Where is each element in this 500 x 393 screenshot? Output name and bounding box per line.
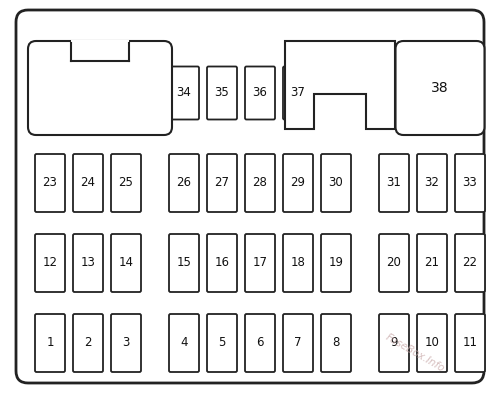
FancyBboxPatch shape: [245, 314, 275, 372]
Text: 22: 22: [462, 257, 477, 270]
FancyBboxPatch shape: [455, 154, 485, 212]
FancyBboxPatch shape: [169, 314, 199, 372]
FancyBboxPatch shape: [283, 154, 313, 212]
FancyBboxPatch shape: [396, 41, 484, 135]
Text: 36: 36: [252, 86, 268, 99]
Text: 21: 21: [424, 257, 440, 270]
Text: 3: 3: [122, 336, 130, 349]
Text: FuseBox.Info: FuseBox.Info: [384, 332, 446, 374]
Text: 31: 31: [386, 176, 402, 189]
Text: 34: 34: [176, 86, 192, 99]
Text: 4: 4: [180, 336, 188, 349]
FancyBboxPatch shape: [28, 41, 172, 135]
FancyBboxPatch shape: [207, 314, 237, 372]
FancyBboxPatch shape: [73, 314, 103, 372]
Text: 5: 5: [218, 336, 226, 349]
Text: 1: 1: [46, 336, 54, 349]
FancyBboxPatch shape: [455, 314, 485, 372]
FancyBboxPatch shape: [207, 234, 237, 292]
FancyBboxPatch shape: [417, 154, 447, 212]
Text: 27: 27: [214, 176, 230, 189]
FancyBboxPatch shape: [321, 234, 351, 292]
FancyBboxPatch shape: [35, 234, 65, 292]
FancyBboxPatch shape: [207, 154, 237, 212]
FancyBboxPatch shape: [111, 154, 141, 212]
FancyBboxPatch shape: [417, 314, 447, 372]
Text: 11: 11: [462, 336, 477, 349]
Text: 38: 38: [431, 81, 449, 95]
FancyBboxPatch shape: [321, 154, 351, 212]
Text: 2: 2: [84, 336, 92, 349]
FancyBboxPatch shape: [169, 234, 199, 292]
FancyBboxPatch shape: [207, 66, 237, 119]
Text: 13: 13: [80, 257, 96, 270]
Text: 17: 17: [252, 257, 268, 270]
Text: 7: 7: [294, 336, 302, 349]
FancyBboxPatch shape: [73, 234, 103, 292]
Text: 14: 14: [118, 257, 134, 270]
FancyBboxPatch shape: [283, 314, 313, 372]
Text: 23: 23: [42, 176, 58, 189]
FancyBboxPatch shape: [379, 154, 409, 212]
Text: 25: 25: [118, 176, 134, 189]
FancyBboxPatch shape: [169, 66, 199, 119]
Polygon shape: [285, 41, 395, 129]
FancyBboxPatch shape: [379, 314, 409, 372]
FancyBboxPatch shape: [35, 314, 65, 372]
Text: 20: 20: [386, 257, 402, 270]
Text: 32: 32: [424, 176, 440, 189]
Text: 26: 26: [176, 176, 192, 189]
Bar: [70, 40, 130, 60]
Text: 19: 19: [328, 257, 344, 270]
Text: 8: 8: [332, 336, 340, 349]
FancyBboxPatch shape: [111, 314, 141, 372]
Text: 16: 16: [214, 257, 230, 270]
Text: 35: 35: [214, 86, 230, 99]
Text: 37: 37: [290, 86, 306, 99]
FancyBboxPatch shape: [283, 66, 313, 119]
Text: 24: 24: [80, 176, 96, 189]
FancyBboxPatch shape: [245, 154, 275, 212]
Text: 9: 9: [390, 336, 398, 349]
Text: 15: 15: [176, 257, 192, 270]
FancyBboxPatch shape: [283, 234, 313, 292]
Text: 12: 12: [42, 257, 58, 270]
FancyBboxPatch shape: [321, 314, 351, 372]
FancyBboxPatch shape: [379, 234, 409, 292]
Text: 18: 18: [290, 257, 306, 270]
FancyBboxPatch shape: [455, 234, 485, 292]
FancyBboxPatch shape: [35, 154, 65, 212]
Text: 28: 28: [252, 176, 268, 189]
Text: 10: 10: [424, 336, 440, 349]
FancyBboxPatch shape: [16, 10, 484, 383]
FancyBboxPatch shape: [169, 154, 199, 212]
FancyBboxPatch shape: [73, 154, 103, 212]
Text: 33: 33: [462, 176, 477, 189]
Text: 29: 29: [290, 176, 306, 189]
Text: 30: 30: [328, 176, 344, 189]
FancyBboxPatch shape: [111, 234, 141, 292]
Text: 6: 6: [256, 336, 264, 349]
FancyBboxPatch shape: [417, 234, 447, 292]
FancyBboxPatch shape: [245, 234, 275, 292]
FancyBboxPatch shape: [245, 66, 275, 119]
